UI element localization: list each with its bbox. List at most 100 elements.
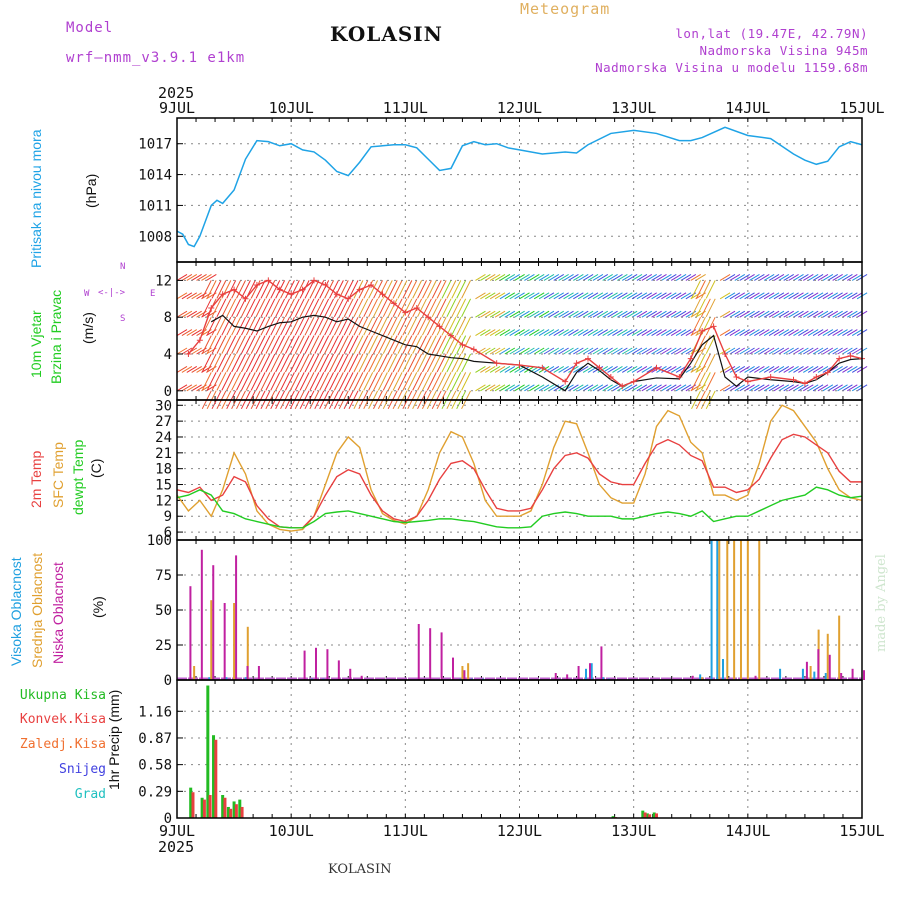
wind-barb (236, 353, 246, 373)
wind-gust-marker (322, 282, 329, 288)
precip-bar (240, 806, 244, 818)
wind-barb (436, 335, 447, 354)
wind-barb (568, 384, 579, 392)
x-tick-label-top: 14JUL (725, 99, 770, 117)
wind-barb (240, 316, 251, 336)
wind-barb (851, 273, 863, 281)
cloud-bar (590, 663, 593, 680)
wind-barb (309, 353, 320, 373)
wind-barb (289, 298, 300, 318)
cloud-bar (779, 668, 782, 680)
wind-barb (196, 273, 207, 281)
wind-barb (739, 384, 750, 392)
wind-barb (773, 329, 785, 337)
y-tick-label: 0 (164, 811, 172, 827)
cloud-bar (463, 670, 466, 680)
wind-barb (582, 347, 594, 355)
precip-bar (652, 812, 656, 818)
wind-barb (617, 365, 628, 373)
wind-barb (661, 273, 672, 281)
wind-barb (749, 292, 760, 300)
wind-barb (807, 310, 819, 318)
wind-barb (793, 365, 804, 373)
wind-barb (602, 384, 613, 392)
cloud-bar (701, 677, 704, 680)
wind-barb (504, 310, 516, 318)
wind-barb (236, 372, 246, 391)
wind-barb (803, 273, 814, 281)
wind-barb (489, 292, 501, 300)
wind-barb (568, 273, 579, 281)
wind-barb (793, 347, 804, 355)
wind-barb (691, 372, 701, 391)
wind-barb (773, 347, 785, 355)
wind-barb (387, 353, 398, 373)
wind-gust-marker (356, 286, 363, 293)
wind-barb (553, 292, 565, 300)
wind-barb (191, 273, 202, 281)
cloud-bar (429, 628, 432, 680)
wind-barb (675, 273, 687, 281)
wind-gust-marker (573, 360, 580, 367)
cloud-bar (235, 555, 238, 680)
wind-barb (509, 310, 520, 318)
wind-barb (441, 298, 452, 318)
wind-barb (803, 384, 814, 392)
wind-barb (719, 310, 731, 318)
wind-barb (827, 384, 839, 392)
wind-barb (509, 292, 520, 300)
wind-barb (446, 280, 457, 299)
cloud-bar (417, 624, 420, 680)
wind-barb (504, 384, 516, 392)
wind-barb (353, 335, 364, 354)
wind-barb (754, 273, 765, 281)
wind-barb (798, 365, 809, 373)
wind-barb (270, 335, 281, 354)
wind-barb (363, 298, 374, 318)
wind-barb (333, 353, 344, 373)
wind-barb (201, 273, 212, 281)
wind-barb (489, 347, 501, 355)
wind-barb (417, 335, 427, 354)
wind-barb (617, 347, 628, 355)
wind-barb (749, 384, 760, 392)
wind-barb (412, 316, 423, 336)
wind-barb (489, 310, 501, 318)
wind-barb (494, 365, 506, 373)
wind-barb (661, 384, 672, 392)
wind-barb (680, 292, 692, 300)
wind-barb (382, 353, 393, 373)
cloud-bar (840, 673, 843, 680)
wind-barb (680, 384, 692, 392)
wind-barb (514, 292, 525, 300)
wind-barb (284, 280, 295, 299)
wind-barb (666, 347, 677, 355)
wind-barb (275, 298, 286, 318)
cloud-bar (828, 654, 831, 680)
wind-gust-marker (733, 374, 740, 380)
wind-barb (475, 310, 486, 318)
wind-barb (587, 310, 599, 318)
wind-barb (563, 292, 574, 300)
wind-barb (626, 310, 638, 318)
wind-barb (176, 273, 188, 281)
legend-graupel: Grad (74, 787, 106, 802)
wind-barb (700, 316, 711, 336)
wind-barb (724, 329, 736, 337)
wind-barb (509, 273, 520, 281)
wind-barb (333, 298, 344, 318)
wind-barb (607, 347, 618, 355)
wind-barb (338, 372, 349, 391)
wind-barb (255, 298, 266, 318)
wind-barb (494, 329, 506, 337)
x-tick-label-bottom: 9JUL (159, 822, 195, 840)
wind-barb (456, 353, 467, 373)
wind-barb (587, 292, 599, 300)
wind-barb (837, 273, 848, 281)
wind-barb (499, 347, 511, 355)
wind-barb (563, 347, 574, 355)
wind-barb (812, 292, 824, 300)
wind-barb (456, 316, 467, 336)
wind-barb (524, 365, 535, 373)
cloud-bar (589, 663, 591, 680)
